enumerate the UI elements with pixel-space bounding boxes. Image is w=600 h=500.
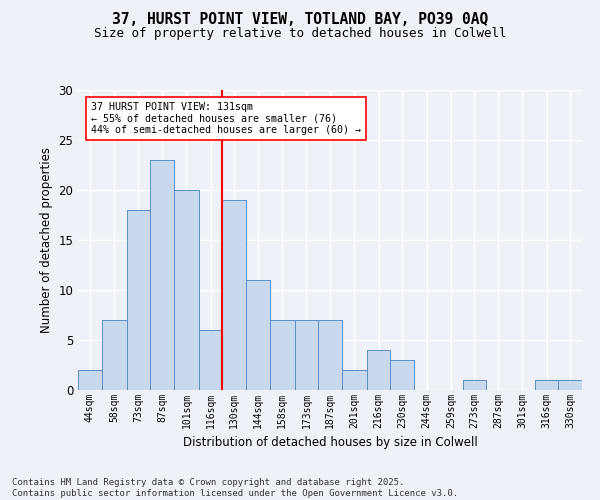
Text: Size of property relative to detached houses in Colwell: Size of property relative to detached ho… [94,28,506,40]
Bar [174,190,199,390]
Bar [318,320,342,390]
Bar [295,320,318,390]
Bar [367,350,391,390]
Bar [101,320,127,390]
Bar [78,370,101,390]
Bar [559,380,582,390]
Text: Contains HM Land Registry data © Crown copyright and database right 2025.
Contai: Contains HM Land Registry data © Crown c… [12,478,458,498]
Bar [463,380,486,390]
Bar [223,200,246,390]
Bar [127,210,150,390]
Bar [535,380,559,390]
Text: 37, HURST POINT VIEW, TOTLAND BAY, PO39 0AQ: 37, HURST POINT VIEW, TOTLAND BAY, PO39 … [112,12,488,28]
Bar [342,370,367,390]
Y-axis label: Number of detached properties: Number of detached properties [40,147,53,333]
Bar [246,280,269,390]
Text: 37 HURST POINT VIEW: 131sqm
← 55% of detached houses are smaller (76)
44% of sem: 37 HURST POINT VIEW: 131sqm ← 55% of det… [91,102,361,135]
Bar [150,160,174,390]
X-axis label: Distribution of detached houses by size in Colwell: Distribution of detached houses by size … [182,436,478,450]
Bar [391,360,414,390]
Bar [199,330,223,390]
Bar [269,320,295,390]
